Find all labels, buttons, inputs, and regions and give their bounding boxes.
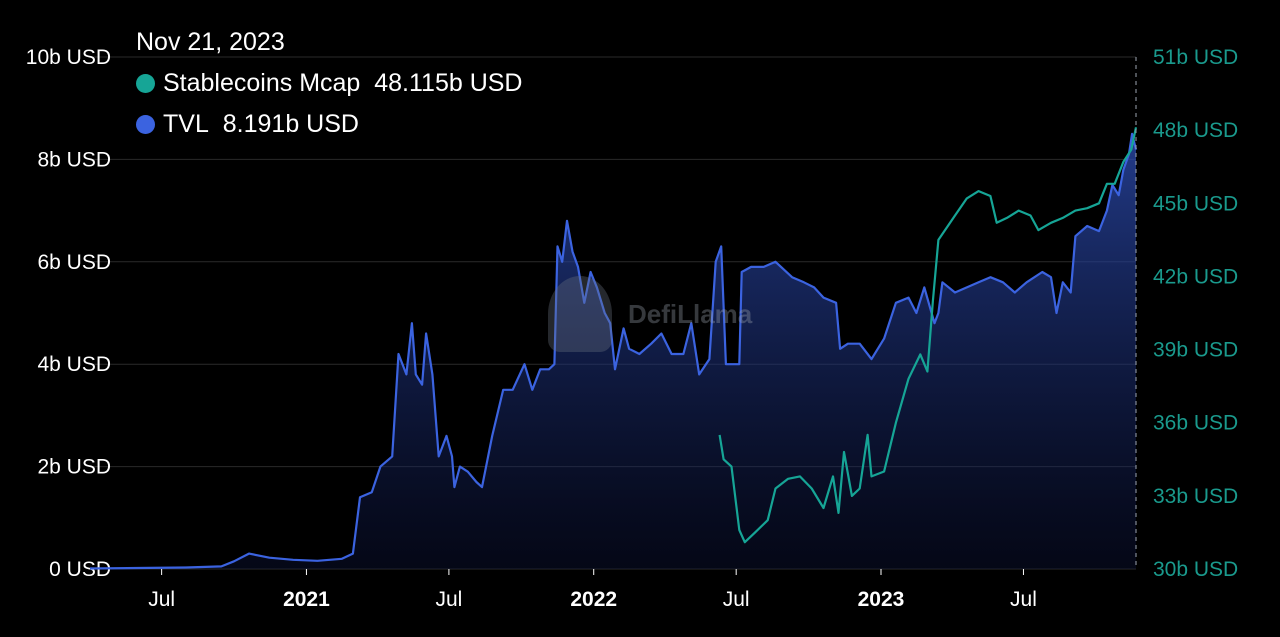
x-tick-label: 2022 [570, 588, 617, 611]
y-axis-left: 0 USD 2b USD 4b USD 6b USD 8b USD 10b USD [26, 46, 111, 581]
legend-spacer [360, 63, 374, 104]
y-right-tick-label: 36b USD [1153, 412, 1238, 435]
tooltip-legend: Nov 21, 2023 Stablecoins Mcap 48.115b US… [136, 22, 522, 145]
y-axis-right: 30b USD 33b USD 36b USD 39b USD 42b USD 45b U… [1153, 46, 1238, 581]
legend-value-tvl: 8.191b USD [222, 110, 359, 138]
series-layer [89, 127, 1138, 570]
x-tick-label: Jul [148, 588, 175, 611]
defillama-logo-icon [548, 276, 612, 352]
y-left-tick-label: 10b USD [26, 46, 111, 69]
legend-value-stablecoins: 48.115b USD [374, 69, 523, 97]
x-tick-label: 2021 [283, 588, 330, 611]
watermark: DefiLlama [548, 276, 752, 352]
y-left-tick-label: 6b USD [37, 251, 111, 274]
tvl-dot-icon [136, 115, 155, 134]
x-tick-label: Jul [723, 588, 750, 611]
y-right-tick-label: 39b USD [1153, 339, 1238, 362]
legend-item-tvl[interactable]: TVL 8.191b USD [136, 104, 522, 145]
y-right-tick-label: 30b USD [1153, 558, 1238, 581]
legend-item-stablecoins[interactable]: Stablecoins Mcap 48.115b USD [136, 63, 522, 104]
y-left-tick-label: 0 USD [49, 558, 111, 581]
stablecoins-dot-icon [136, 74, 155, 93]
stablecoins-line [718, 127, 1138, 544]
tvl-line [89, 132, 1138, 570]
y-right-tick-label: 45b USD [1153, 192, 1238, 215]
y-left-tick-label: 2b USD [37, 456, 111, 479]
y-right-tick-label: 42b USD [1153, 265, 1238, 288]
hover-date: Nov 21, 2023 [136, 28, 285, 56]
x-tick-label: Jul [435, 588, 462, 611]
y-right-tick-label: 51b USD [1153, 46, 1238, 69]
legend-spacer [209, 104, 223, 145]
x-tick-label: 2023 [858, 588, 905, 611]
y-left-tick-label: 4b USD [37, 353, 111, 376]
x-tick-label: Jul [1010, 588, 1037, 611]
legend-label-tvl: TVL [163, 110, 209, 138]
y-left-tick-label: 8b USD [37, 148, 111, 171]
y-right-tick-label: 33b USD [1153, 485, 1238, 508]
legend-label-stablecoins: Stablecoins Mcap [163, 69, 361, 97]
y-right-tick-label: 48b USD [1153, 119, 1238, 142]
watermark-text: DefiLlama [628, 298, 753, 329]
x-axis: Jul 2021 Jul 2022 Jul 2023 Jul [148, 569, 1037, 611]
